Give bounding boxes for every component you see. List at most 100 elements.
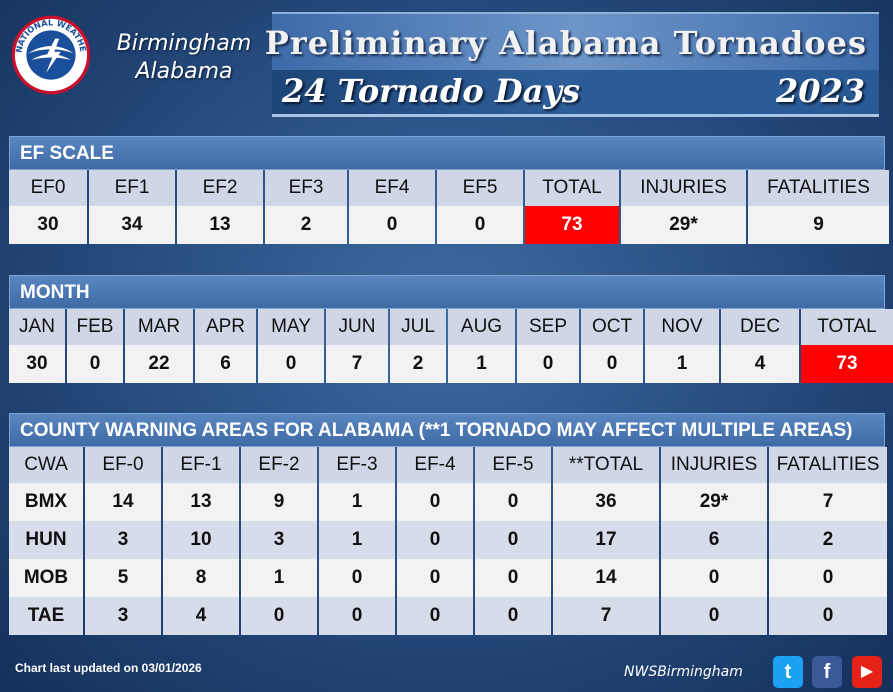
table-cell: 2 (769, 521, 887, 559)
title-subbar: 24 Tornado Days 2023 (272, 70, 879, 114)
table-cell: 7 (769, 483, 887, 521)
column-header: JUL (390, 309, 446, 345)
column-header: EF-2 (241, 447, 317, 483)
office-city: Birmingham (116, 31, 252, 56)
table-cell: 4 (163, 597, 239, 635)
table-cell: 7 (553, 597, 659, 635)
table-row: TAE 3 4 0 0 0 0 7 0 0 (9, 597, 887, 635)
column-header: EF5 (437, 170, 523, 206)
column-header: FATALITIES (769, 447, 887, 483)
table-row: MOB 5 8 1 0 0 0 14 0 0 (9, 559, 887, 597)
table-row: BMX 14 13 9 1 0 0 36 29* 7 (9, 483, 887, 521)
cwa-heading: COUNTY WARNING AREAS FOR ALABAMA (**1 TO… (9, 413, 885, 447)
report-year: 2023 (775, 72, 865, 110)
month-panel: MONTH JAN FEB MAR APR MAY JUN JUL AUG SE… (9, 275, 893, 383)
ef-scale-value-row: 30 34 13 2 0 0 73 29* 9 (9, 206, 889, 244)
column-header: SEP (517, 309, 579, 345)
cwa-header-row: CWA EF-0 EF-1 EF-2 EF-3 EF-4 EF-5 **TOTA… (9, 447, 887, 483)
column-header: MAR (125, 309, 193, 345)
twitter-icon[interactable]: t (773, 656, 803, 688)
table-cell: MOB (9, 559, 83, 597)
column-header: APR (195, 309, 256, 345)
table-cell: 9 (241, 483, 317, 521)
table-cell: 0 (581, 345, 643, 383)
table-cell: 4 (721, 345, 799, 383)
total-highlight-cell: 73 (525, 206, 619, 244)
ef-scale-panel: EF SCALE EF0 EF1 EF2 EF3 EF4 EF5 TOTAL I… (9, 136, 889, 244)
table-cell: 14 (85, 483, 161, 521)
table-cell: 1 (448, 345, 515, 383)
table-cell: 0 (319, 597, 395, 635)
table-cell: 0 (397, 521, 473, 559)
table-cell: 0 (661, 559, 767, 597)
nws-logo-icon: NATIONAL WEATHER SERVICE (10, 14, 91, 95)
table-cell: 34 (89, 206, 175, 244)
table-cell: 2 (265, 206, 347, 244)
office-state: Alabama (135, 59, 233, 84)
total-highlight-cell: 73 (801, 345, 893, 383)
column-header: MAY (258, 309, 324, 345)
column-header: DEC (721, 309, 799, 345)
table-cell: 3 (85, 597, 161, 635)
table-cell: 0 (475, 559, 551, 597)
cwa-table: CWA EF-0 EF-1 EF-2 EF-3 EF-4 EF-5 **TOTA… (7, 447, 889, 635)
table-cell: 9 (748, 206, 889, 244)
table-cell: 1 (241, 559, 317, 597)
table-cell: 0 (769, 597, 887, 635)
table-cell: 0 (475, 483, 551, 521)
table-cell: 0 (397, 559, 473, 597)
title-banner: Preliminary Alabama Tornadoes 24 Tornado… (265, 12, 879, 117)
facebook-icon[interactable]: f (812, 656, 842, 688)
table-cell: 13 (163, 483, 239, 521)
column-header: EF2 (177, 170, 263, 206)
table-cell: 0 (319, 559, 395, 597)
column-header: JUN (326, 309, 388, 345)
table-cell: 29* (621, 206, 746, 244)
table-cell: 0 (517, 345, 579, 383)
table-cell: 1 (645, 345, 719, 383)
column-header: JAN (9, 309, 65, 345)
table-cell: 2 (390, 345, 446, 383)
column-header: EF1 (89, 170, 175, 206)
table-cell: 1 (319, 483, 395, 521)
ef-scale-heading: EF SCALE (9, 136, 885, 170)
youtube-icon[interactable]: ▶ (852, 656, 882, 688)
column-header: OCT (581, 309, 643, 345)
month-header-row: JAN FEB MAR APR MAY JUN JUL AUG SEP OCT … (9, 309, 893, 345)
table-cell: 0 (349, 206, 435, 244)
column-header: **TOTAL (553, 447, 659, 483)
column-header: NOV (645, 309, 719, 345)
table-cell: 0 (661, 597, 767, 635)
table-cell: 29* (661, 483, 767, 521)
table-cell: 0 (258, 345, 324, 383)
table-cell: 0 (475, 597, 551, 635)
column-header: TOTAL (525, 170, 619, 206)
ef-scale-table: EF0 EF1 EF2 EF3 EF4 EF5 TOTAL INJURIES F… (7, 170, 891, 244)
column-header: EF-1 (163, 447, 239, 483)
table-cell: 0 (437, 206, 523, 244)
table-cell: 6 (661, 521, 767, 559)
table-cell: HUN (9, 521, 83, 559)
column-header: EF-3 (319, 447, 395, 483)
table-cell: 22 (125, 345, 193, 383)
table-cell: 3 (85, 521, 161, 559)
table-cell: 30 (9, 206, 87, 244)
column-header: FEB (67, 309, 123, 345)
table-cell: 0 (397, 597, 473, 635)
table-cell: 36 (553, 483, 659, 521)
column-header: EF-0 (85, 447, 161, 483)
office-name: Birmingham Alabama (100, 30, 268, 86)
column-header: FATALITIES (748, 170, 889, 206)
table-cell: 30 (9, 345, 65, 383)
column-header: EF3 (265, 170, 347, 206)
column-header: EF0 (9, 170, 87, 206)
tornado-days: 24 Tornado Days (282, 72, 580, 110)
column-header: INJURIES (621, 170, 746, 206)
table-cell: 3 (241, 521, 317, 559)
column-header: TOTAL (801, 309, 893, 345)
social-handle: NWSBirmingham (624, 664, 743, 680)
table-cell: 13 (177, 206, 263, 244)
table-cell: 7 (326, 345, 388, 383)
table-cell: BMX (9, 483, 83, 521)
table-cell: 8 (163, 559, 239, 597)
